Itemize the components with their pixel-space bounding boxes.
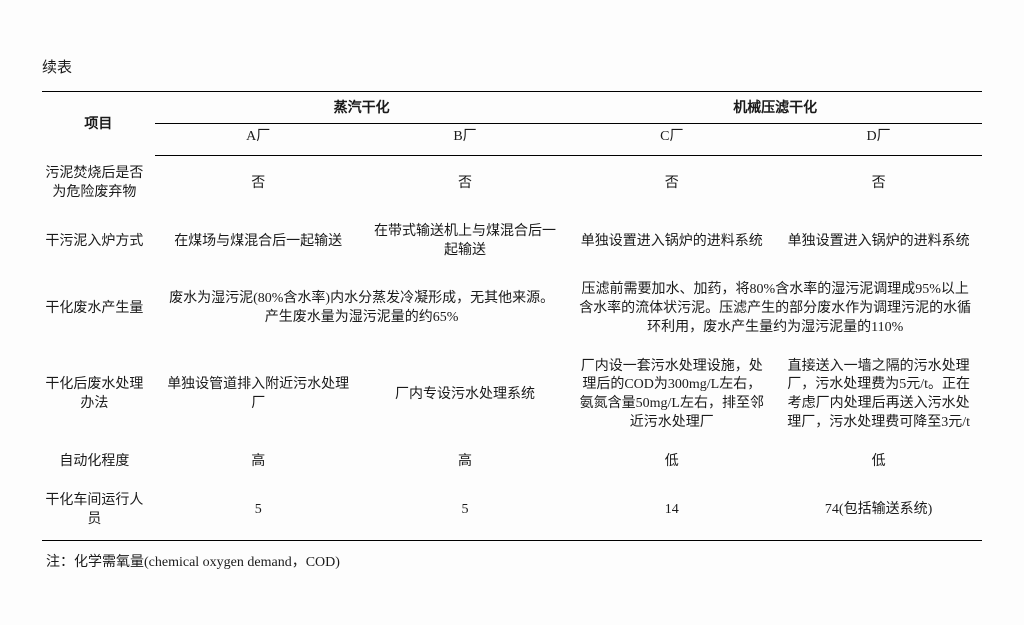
header-project: 项目 (42, 92, 155, 156)
row-label: 自动化程度 (42, 443, 155, 482)
cell: 单独设置进入锅炉的进料系统 (775, 213, 982, 271)
row-label: 干化车间运行人员 (42, 482, 155, 540)
table-footnote: 注：化学需氧量(chemical oxygen demand，COD) (42, 551, 982, 571)
cell: 5 (362, 482, 569, 540)
table-row: 干化后废水处理办法 单独设管道排入附近污水处理厂 厂内专设污水处理系统 厂内设一… (42, 348, 982, 444)
table-header: 项目 蒸汽干化 机械压滤干化 A厂 B厂 C厂 D厂 (42, 92, 982, 156)
cell: 高 (362, 443, 569, 482)
header-group-mechanical: 机械压滤干化 (568, 92, 982, 124)
cell: 高 (155, 443, 362, 482)
cell: 否 (775, 155, 982, 213)
header-col-b: B厂 (362, 123, 569, 155)
row-label: 干污泥入炉方式 (42, 213, 155, 271)
cell: 否 (362, 155, 569, 213)
cell: 5 (155, 482, 362, 540)
table-row: 干化车间运行人员 5 5 14 74(包括输送系统) (42, 482, 982, 540)
cell-merged-cd: 压滤前需要加水、加药，将80%含水率的湿污泥调理成95%以上含水率的流体状污泥。… (568, 271, 982, 348)
comparison-table: 项目 蒸汽干化 机械压滤干化 A厂 B厂 C厂 D厂 污泥焚烧后是否为危险废弃物… (42, 91, 982, 541)
cell-merged-ab: 废水为湿污泥(80%含水率)内水分蒸发冷凝形成，无其他来源。产生废水量为湿污泥量… (155, 271, 569, 348)
cell: 直接送入一墙之隔的污水处理厂，污水处理费为5元/t。正在考虑厂内处理后再送入污水… (775, 348, 982, 444)
header-col-d: D厂 (775, 123, 982, 155)
cell: 低 (775, 443, 982, 482)
cell: 低 (568, 443, 775, 482)
cell: 否 (155, 155, 362, 213)
table-caption: 续表 (42, 56, 982, 77)
row-label: 干化后废水处理办法 (42, 348, 155, 444)
cell: 单独设置进入锅炉的进料系统 (568, 213, 775, 271)
header-group-steam: 蒸汽干化 (155, 92, 569, 124)
cell: 单独设管道排入附近污水处理厂 (155, 348, 362, 444)
cell: 14 (568, 482, 775, 540)
cell: 厂内设一套污水处理设施，处理后的COD为300mg/L左右，氨氮含量50mg/L… (568, 348, 775, 444)
row-label: 干化废水产生量 (42, 271, 155, 348)
table-body: 污泥焚烧后是否为危险废弃物 否 否 否 否 干污泥入炉方式 在煤场与煤混合后一起… (42, 155, 982, 540)
header-col-c: C厂 (568, 123, 775, 155)
table-row: 干化废水产生量 废水为湿污泥(80%含水率)内水分蒸发冷凝形成，无其他来源。产生… (42, 271, 982, 348)
table-row: 干污泥入炉方式 在煤场与煤混合后一起输送 在带式输送机上与煤混合后一起输送 单独… (42, 213, 982, 271)
cell: 在带式输送机上与煤混合后一起输送 (362, 213, 569, 271)
cell: 厂内专设污水处理系统 (362, 348, 569, 444)
cell: 在煤场与煤混合后一起输送 (155, 213, 362, 271)
row-label: 污泥焚烧后是否为危险废弃物 (42, 155, 155, 213)
cell: 74(包括输送系统) (775, 482, 982, 540)
table-row: 自动化程度 高 高 低 低 (42, 443, 982, 482)
table-row: 污泥焚烧后是否为危险废弃物 否 否 否 否 (42, 155, 982, 213)
header-col-a: A厂 (155, 123, 362, 155)
cell: 否 (568, 155, 775, 213)
